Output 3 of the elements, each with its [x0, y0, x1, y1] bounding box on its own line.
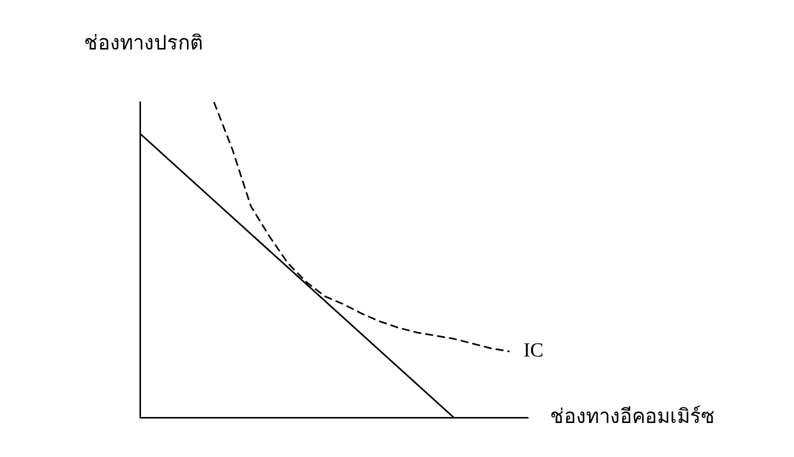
x-axis-title: ช่องทางอีคอมเมิร์ซ [550, 405, 715, 428]
y-axis-title: ช่องทางปรกติ [84, 32, 203, 54]
series-label: IC [524, 340, 544, 362]
